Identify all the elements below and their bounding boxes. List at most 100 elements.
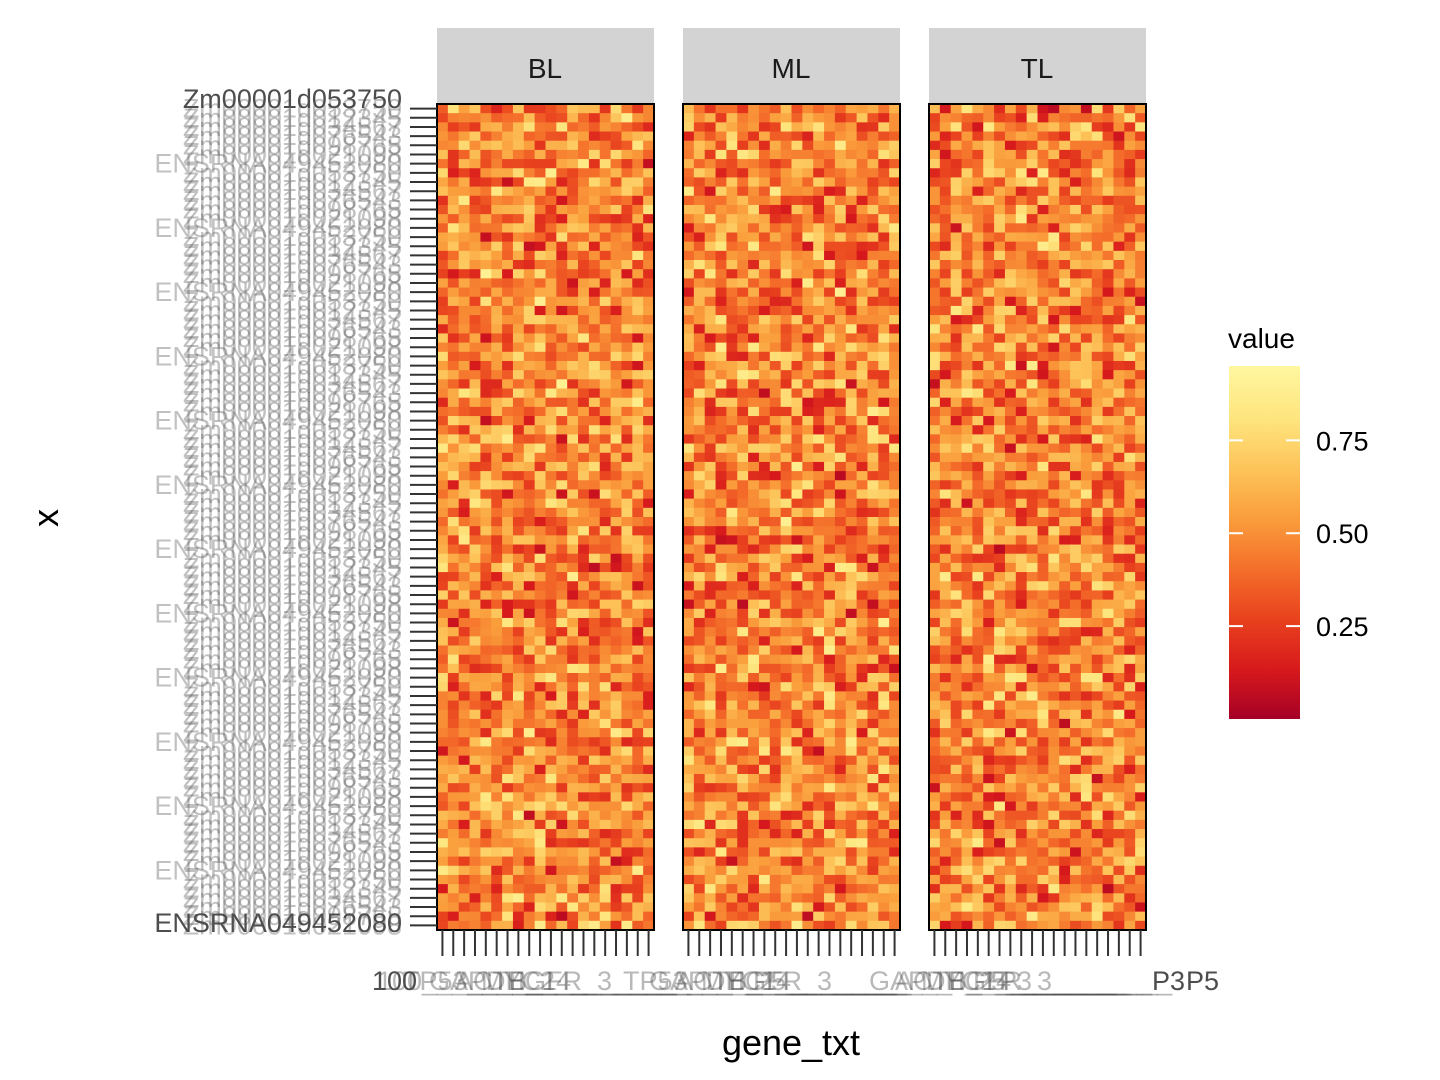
heatmap-tile — [1080, 517, 1093, 527]
heatmap-tile — [737, 608, 749, 619]
heatmap-tile — [1004, 599, 1017, 610]
heatmap-tile — [447, 315, 460, 325]
heatmap-tile — [1026, 654, 1039, 665]
heatmap-tile — [856, 168, 869, 179]
heatmap-tile — [994, 260, 1006, 270]
heatmap-tile — [748, 480, 760, 491]
heatmap-tile — [447, 755, 460, 766]
heatmap-tile — [632, 480, 644, 491]
heatmap-tile — [523, 801, 536, 812]
heatmap-tile — [1059, 397, 1071, 408]
heatmap-tile — [643, 856, 655, 867]
heatmap-tile — [458, 397, 471, 408]
heatmap-tile — [621, 195, 633, 206]
heatmap-tile — [1135, 425, 1147, 435]
heatmap-tile — [480, 544, 492, 555]
heatmap-tile — [599, 315, 612, 325]
heatmap-tile — [972, 269, 984, 279]
heatmap-tile — [878, 434, 890, 445]
heatmap-tile — [512, 617, 525, 628]
heatmap-tile — [769, 305, 782, 316]
heatmap-tile — [512, 434, 525, 445]
heatmap-tile — [437, 902, 449, 913]
heatmap-tile — [458, 443, 471, 454]
heatmap-tile — [1037, 480, 1049, 491]
heatmap-tile — [758, 278, 771, 289]
heatmap-tile — [726, 526, 738, 536]
heatmap-tile — [972, 471, 984, 481]
heatmap-tile — [704, 434, 717, 445]
heatmap-tile — [632, 902, 644, 913]
heatmap-tile — [458, 241, 471, 252]
heatmap-tile — [588, 553, 601, 564]
heatmap-tile — [1015, 673, 1028, 683]
heatmap-tile — [929, 425, 941, 435]
heatmap-tile — [939, 278, 952, 289]
heatmap-tile — [683, 562, 695, 573]
heatmap-tile — [1026, 544, 1039, 555]
heatmap-tile — [578, 718, 590, 729]
heatmap-tile — [867, 250, 879, 261]
heatmap-tile — [588, 920, 601, 931]
heatmap-tile — [491, 737, 503, 748]
heatmap-tile — [1048, 278, 1060, 289]
heatmap-tile — [856, 517, 869, 527]
heatmap-tile — [961, 562, 973, 573]
heatmap-tile — [458, 379, 471, 390]
heatmap-tile — [1070, 663, 1082, 674]
heatmap-tile — [758, 709, 771, 720]
heatmap-tile — [437, 654, 449, 665]
heatmap-tile — [824, 673, 836, 683]
heatmap-tile — [491, 746, 503, 757]
heatmap-tile — [791, 865, 803, 876]
heatmap-tile — [621, 526, 633, 536]
heatmap-tile — [769, 920, 782, 931]
heatmap-tile — [845, 920, 858, 931]
heatmap-tile — [769, 783, 782, 793]
heatmap-tile — [693, 590, 706, 601]
heatmap-tile — [845, 269, 858, 279]
heatmap-tile — [802, 443, 814, 454]
heatmap-tile — [480, 122, 492, 133]
heatmap-tile — [758, 544, 771, 555]
heatmap-tile — [523, 241, 536, 252]
heatmap-tile — [1004, 104, 1017, 114]
heatmap-tile — [1048, 636, 1060, 647]
heatmap-tile — [802, 214, 814, 224]
heatmap-tile — [643, 773, 655, 784]
heatmap-tile — [556, 324, 568, 335]
heatmap-tile — [447, 654, 460, 665]
heatmap-tile — [556, 535, 568, 546]
heatmap-tile — [824, 544, 836, 555]
heatmap-tile — [556, 709, 568, 720]
heatmap-tile — [683, 214, 695, 224]
heatmap-tile — [1026, 360, 1039, 371]
heatmap-tile — [994, 682, 1006, 692]
heatmap-tile — [1102, 480, 1115, 491]
heatmap-tile — [845, 260, 858, 270]
heatmap-tile — [599, 131, 612, 142]
heatmap-tile — [1080, 700, 1093, 711]
heatmap-tile — [867, 379, 879, 390]
heatmap-tile — [867, 232, 879, 243]
heatmap-tile — [693, 572, 706, 582]
heatmap-tile — [1004, 195, 1017, 206]
heatmap-tile — [578, 737, 590, 748]
heatmap-tile — [867, 159, 879, 169]
heatmap-tile — [437, 498, 449, 509]
heatmap-tile — [437, 562, 449, 573]
heatmap-tile — [950, 636, 963, 647]
heatmap-tile — [972, 608, 984, 619]
heatmap-tile — [1124, 599, 1136, 610]
heatmap-tile — [545, 544, 557, 555]
heatmap-tile — [512, 214, 525, 224]
heatmap-tile — [704, 691, 717, 702]
heatmap-tile — [769, 223, 782, 234]
heatmap-tile — [1135, 223, 1147, 234]
heatmap-tile — [769, 636, 782, 647]
heatmap-tile — [556, 562, 568, 573]
heatmap-tile — [480, 590, 492, 601]
heatmap-tile — [1080, 434, 1093, 445]
heatmap-tile — [889, 535, 901, 546]
heatmap-tile — [983, 388, 995, 399]
